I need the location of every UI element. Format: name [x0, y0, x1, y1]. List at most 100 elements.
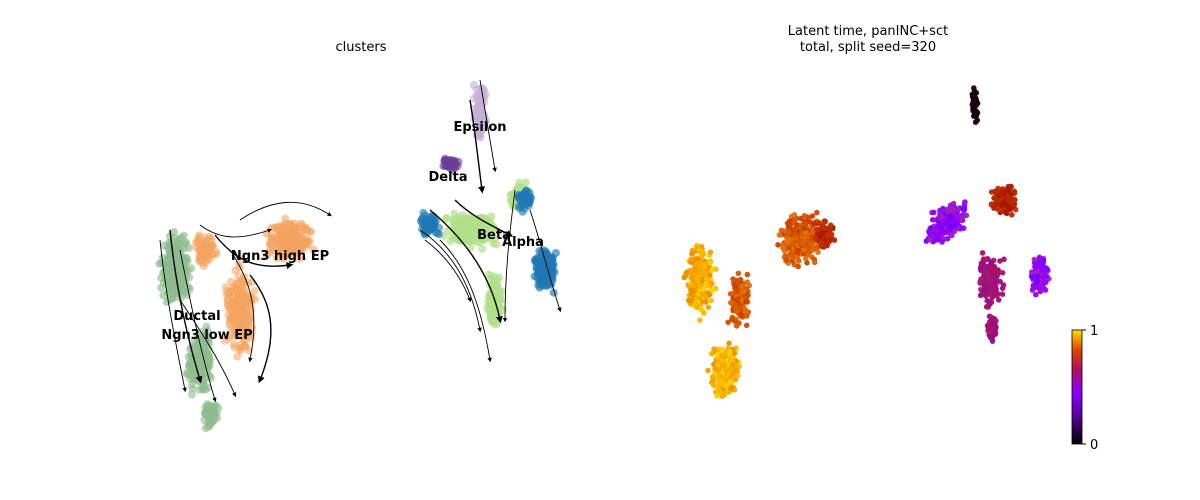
- latent-point: [731, 302, 737, 308]
- latent-point: [930, 233, 936, 240]
- latent-point: [714, 374, 721, 381]
- streamline: [179, 249, 217, 403]
- streamline: [454, 199, 514, 237]
- ngn3-high-point: [246, 292, 255, 301]
- ngn3-high-point: [250, 286, 259, 295]
- latent-point: [819, 222, 826, 228]
- latent-point: [715, 387, 722, 394]
- latent-point: [775, 242, 781, 248]
- ngn3-high-point: [197, 256, 205, 265]
- ductal-point: [179, 255, 187, 264]
- latent-point: [701, 310, 707, 316]
- alpha-point: [428, 222, 437, 231]
- latent-point: [989, 333, 996, 340]
- latent-point: [697, 317, 703, 324]
- ngn3-high-point: [233, 329, 241, 338]
- ngn3-low-point: [209, 404, 218, 412]
- latent-point: [972, 119, 979, 125]
- latent-point: [714, 351, 721, 357]
- latent-point: [801, 213, 808, 219]
- latent-point: [786, 218, 793, 224]
- ngn3-high-point: [225, 334, 234, 343]
- latent-point: [997, 278, 1003, 285]
- latent-point: [994, 292, 1000, 299]
- ngn3-high-point: [240, 341, 249, 350]
- latent-point: [1034, 278, 1041, 285]
- latent-point: [824, 233, 830, 239]
- latent-point: [792, 226, 798, 232]
- latent-point: [999, 285, 1006, 292]
- streamline: [169, 229, 203, 384]
- latent-point: [691, 278, 698, 285]
- latent-point: [791, 212, 798, 218]
- beta-point: [499, 305, 508, 314]
- latent-point: [719, 353, 725, 360]
- latent-point: [705, 367, 711, 374]
- latent-point: [970, 93, 976, 99]
- latent-point: [726, 340, 732, 347]
- latent-point: [801, 239, 807, 245]
- latent-point: [954, 214, 961, 220]
- latent-point: [705, 282, 711, 289]
- latent-point: [695, 276, 702, 283]
- latent-point: [735, 296, 741, 302]
- delta-point: [442, 160, 451, 169]
- latent-point: [734, 372, 741, 379]
- ngn3-high-point: [237, 288, 246, 296]
- latent-point: [727, 291, 734, 297]
- latent-point: [800, 247, 807, 253]
- latent-point: [961, 205, 967, 211]
- latent-point: [946, 222, 952, 229]
- latent-point: [694, 244, 700, 250]
- ngn3-high-point: [245, 307, 254, 316]
- alpha-point: [426, 212, 435, 221]
- ngn3-high-point: [267, 237, 276, 246]
- alpha-point: [518, 207, 527, 216]
- latent-point: [728, 364, 734, 371]
- beta-point: [469, 220, 478, 228]
- beta-point: [450, 209, 459, 218]
- latent-point: [688, 256, 694, 263]
- latent-point: [826, 239, 832, 245]
- ngn3-high-point: [225, 305, 234, 314]
- label-ngn3-high-ep: Ngn3 high EP: [231, 249, 329, 264]
- latent-point: [684, 269, 690, 276]
- latent-point: [703, 295, 709, 301]
- latent-point: [714, 393, 720, 399]
- latent-point: [737, 276, 744, 283]
- latent-point: [949, 232, 955, 239]
- latent-point: [947, 202, 954, 209]
- latent-point: [709, 350, 715, 357]
- streamline: [479, 79, 497, 173]
- latent-point: [1006, 186, 1012, 193]
- latent-point: [1004, 194, 1011, 200]
- ngn3-high-point: [270, 223, 279, 232]
- latent-point: [994, 267, 1001, 274]
- latent-point: [784, 256, 790, 263]
- ngn3-high-point: [266, 248, 275, 257]
- latent-point: [933, 217, 940, 223]
- latent-point: [988, 317, 995, 323]
- latent-point: [744, 279, 750, 285]
- latent-point: [807, 241, 814, 247]
- velocity-streamlines: [159, 79, 562, 403]
- latent-point: [681, 274, 688, 281]
- ngn3-high-point: [234, 279, 243, 288]
- latent-point: [780, 245, 786, 251]
- ngn3-high-point: [295, 254, 304, 263]
- latent-point: [809, 213, 816, 219]
- latent-point: [733, 288, 739, 294]
- ductal-point: [179, 279, 188, 288]
- latent-point: [727, 378, 734, 385]
- latent-point: [979, 250, 986, 256]
- colorbar-gradient: [1071, 329, 1083, 445]
- latent-point: [987, 291, 993, 297]
- colorbar-tick-max: 1: [1090, 324, 1098, 339]
- latent-point: [702, 299, 709, 305]
- beta-point: [443, 226, 452, 235]
- alpha-point: [419, 221, 427, 229]
- latent-point: [700, 286, 706, 293]
- latent-point: [818, 240, 825, 246]
- latent-point: [1032, 260, 1038, 267]
- latent-point: [729, 371, 736, 378]
